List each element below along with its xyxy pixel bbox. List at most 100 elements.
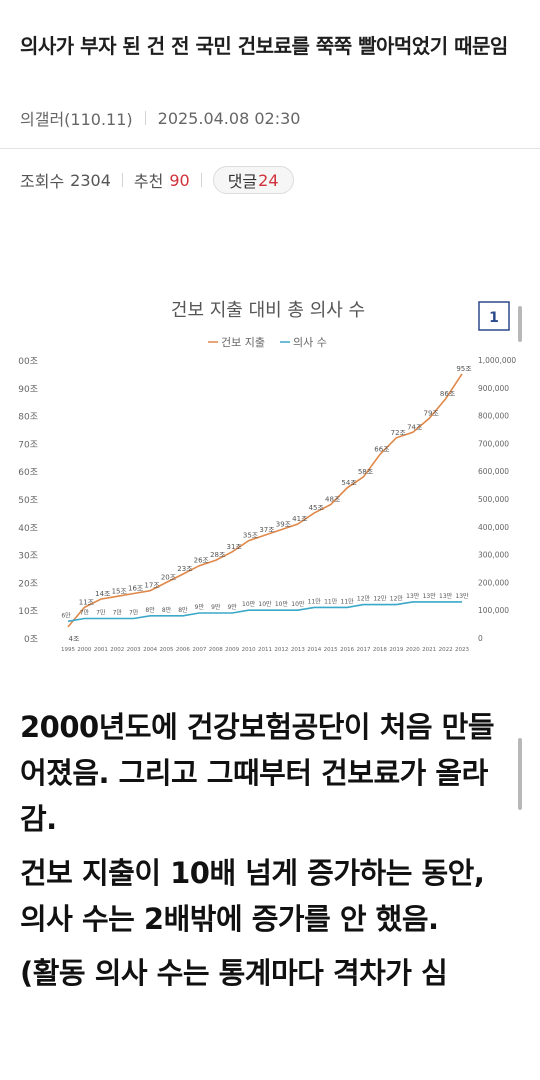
x-tick-label: 2022 [439,647,453,653]
doctors-data-label: 9만 [227,603,237,611]
spending-data-label: 28조 [210,551,226,559]
doctors-data-label: 12만 [357,595,371,603]
left-tick-label: 50조 [18,496,38,506]
spending-data-label: 79조 [423,409,439,417]
doctors-data-label: 7만 [80,609,90,617]
right-tick-label: 900,000 [478,384,509,393]
page-scrollbar[interactable] [518,738,522,810]
left-tick-label: 10조 [18,607,38,617]
x-tick-label: 2018 [373,647,387,653]
x-tick-label: 2010 [242,647,256,653]
x-tick-label: 2011 [258,647,272,653]
spending-data-label: 26조 [194,557,210,565]
right-tick-label: 100,000 [478,606,509,615]
doctors-data-label: 6만 [61,611,71,619]
stats-divider [200,173,202,187]
spending-data-label: 16조 [128,585,144,593]
spending-data-label: 37조 [259,526,275,534]
x-axis: 1995 2000 2001 2002 2003 2004 2005 2006 2007 2008… [61,647,469,653]
right-tick-label: 800,000 [478,412,509,421]
spending-data-label: 58조 [358,468,374,476]
series-line-doctors [67,601,462,623]
left-tick-label: 0조 [24,635,38,645]
spending-data-label: 4조 [69,635,80,643]
post-stats: 조회수 2304 추천 90 댓글 24 [20,166,294,194]
spending-data-label: 17조 [144,582,160,590]
spending-data-label: 39조 [276,521,292,529]
post-meta: 의갤러(110.11) 2025.04.08 02:30 [20,106,300,130]
x-tick-label: 2007 [192,647,206,653]
x-tick-label: 1995 [61,647,75,653]
post-date: 2025.04.08 02:30 [157,108,301,128]
right-tick-label: 1,000,000 [478,356,516,365]
x-tick-label: 2002 [110,647,124,653]
chart-badge-number: 1 [489,310,499,326]
spending-data-label: 66조 [374,446,390,454]
x-tick-label: 2003 [127,647,141,653]
x-tick-label: 2021 [422,647,436,653]
left-tick-label: 30조 [18,552,38,562]
spending-data-label: 15조 [112,587,128,595]
chart-image: 건보 지출 대비 총 의사 수 1 건보 지출 의사 수 0조 10조 20조 30조… [13,282,522,658]
doctors-data-label: 8만 [162,606,172,614]
doctors-data-label: 10만 [291,600,305,608]
legend-spending: 건보 지출 [221,336,265,349]
post-body: 2000년도에 건강보험공단이 처음 만들어졌음. 그리고 그때부터 건보료가 … [20,704,515,1004]
spending-data-label: 11조 [79,598,95,606]
left-tick-label: 40조 [18,524,38,534]
doctors-data-label: 13만 [406,592,420,600]
x-tick-label: 2005 [160,647,174,653]
x-tick-label: 2020 [406,647,420,653]
doctors-data-label: 11만 [341,597,355,605]
x-tick-label: 2014 [307,647,321,653]
series-line-spending [67,373,463,628]
doctors-data-label: 9만 [195,603,205,611]
right-tick-label: 700,000 [478,439,509,448]
spending-data-label: 72조 [391,429,407,437]
spending-data-label: 20조 [161,573,177,581]
left-tick-label: 20조 [18,579,38,589]
recommend-count: 90 [169,170,190,190]
comments-label: 댓글 [227,172,258,191]
spending-data-label: 74조 [407,423,423,431]
views-count: 2304 [70,170,111,190]
left-tick-label: 80조 [18,413,38,423]
doctors-data-label: 7만 [96,609,106,617]
left-tick-label: 70조 [18,440,38,450]
x-tick-label: 2000 [77,647,91,653]
doctors-data-label: 11만 [308,597,322,605]
doctors-data-label: 8만 [178,606,188,614]
spending-data-label: 35조 [243,532,259,540]
spending-data-label: 41조 [292,515,308,523]
x-tick-label: 2015 [324,647,338,653]
chart-badge: 1 [478,301,510,331]
doctors-data-label: 7만 [113,609,123,617]
chart-title: 건보 지출 대비 총 의사 수 [171,300,365,321]
header-divider [0,148,540,149]
body-paragraph: 2000년도에 건강보험공단이 처음 만들어졌음. 그리고 그때부터 건보료가 … [20,710,495,836]
chart-legend: 건보 지출 의사 수 [208,336,327,349]
spending-data-label: 86조 [440,390,456,398]
doctors-data-label: 7만 [129,609,139,617]
doctors-data-label: 13만 [455,592,469,600]
spending-data-label: 45조 [309,504,325,512]
x-tick-label: 2004 [143,647,157,653]
spending-data-label: 54조 [341,479,357,487]
right-tick-label: 400,000 [478,523,509,532]
spending-data-label: 14조 [95,590,111,598]
post-title: 의사가 부자 된 건 전 국민 건보료를 쭉쭉 빨아먹었기 때문임 [20,34,508,58]
doctors-data-label: 10만 [242,600,256,608]
stats-divider [121,173,123,187]
comments-count: 24 [258,170,279,190]
comments-button[interactable]: 댓글 24 [212,166,294,194]
author-name[interactable]: 의갤러(110.11) [20,110,133,129]
chart-svg: 건보 지출 대비 총 의사 수 1 건보 지출 의사 수 0조 10조 20조 30조… [13,300,517,653]
x-tick-label: 2006 [176,647,190,653]
spending-data-label: 23조 [177,565,193,573]
chart-scrollbar[interactable] [518,306,522,342]
x-tick-label: 2008 [209,647,223,653]
x-tick-label: 2012 [274,647,288,653]
body-paragraph: (활동 의사 수는 통계마다 격차가 심 [20,956,448,990]
doctors-data-label: 8만 [145,606,155,614]
